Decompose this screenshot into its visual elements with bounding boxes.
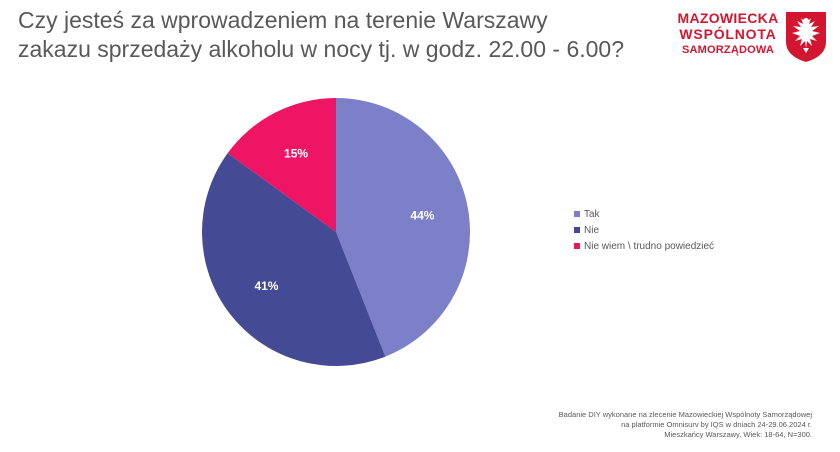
logo-line-1: MAZOWIECKA — [677, 10, 779, 26]
legend-item: Tak — [574, 206, 714, 222]
pie-data-label-1: 44% — [410, 209, 434, 223]
legend-swatch — [574, 227, 580, 233]
pie-slices — [202, 98, 470, 366]
pie-data-label-2: 41% — [254, 279, 278, 293]
legend-swatch — [574, 211, 580, 217]
legend-label: Tak — [584, 208, 600, 220]
pie-slice-3 — [227, 98, 336, 232]
chart-title: Czy jesteś za wprowadzeniem na terenie W… — [18, 6, 638, 64]
footnote-line-1: Badanie DIY wykonane na zlecenie Mazowie… — [558, 410, 812, 419]
footnote-line-2: na platformie Omnisurv by IQS w dniach 2… — [621, 420, 812, 429]
legend-label: Nie wiem \ trudno powiedzieć — [584, 240, 715, 252]
legend-item: Nie wiem \ trudno powiedzieć — [574, 238, 714, 254]
pie-data-labels: 44% 41% 15% — [254, 147, 434, 293]
logo-line-2: WSPÓLNOTA — [679, 26, 777, 42]
pie-slice-2 — [202, 153, 386, 366]
logo-line-3: SAMORZĄDOWA — [681, 44, 775, 56]
legend-swatch — [574, 243, 580, 249]
legend-label: Nie — [584, 224, 600, 236]
logo-text: MAZOWIECKA WSPÓLNOTA SAMORZĄDOWA — [676, 10, 780, 58]
pie-slice-1 — [336, 98, 470, 357]
eagle-shield-icon — [786, 12, 826, 62]
chart-title-line-2: zakazu sprzedaży alkoholu w nocy tj. w g… — [18, 36, 625, 62]
chart-title-line-1: Czy jesteś za wprowadzeniem na terenie W… — [18, 7, 548, 33]
logo: MAZOWIECKA WSPÓLNOTA SAMORZĄDOWA — [676, 10, 836, 66]
pie-data-label-3: 15% — [284, 147, 308, 161]
footnote-line-3: Mieszkańcy Warszawy, Wiek: 18-64, N=300. — [664, 430, 812, 439]
footnote: Badanie DIY wykonane na zlecenie Mazowie… — [412, 410, 812, 440]
legend: Tak Nie Nie wiem \ trudno powiedzieć — [574, 206, 714, 254]
legend-item: Nie — [574, 222, 714, 238]
